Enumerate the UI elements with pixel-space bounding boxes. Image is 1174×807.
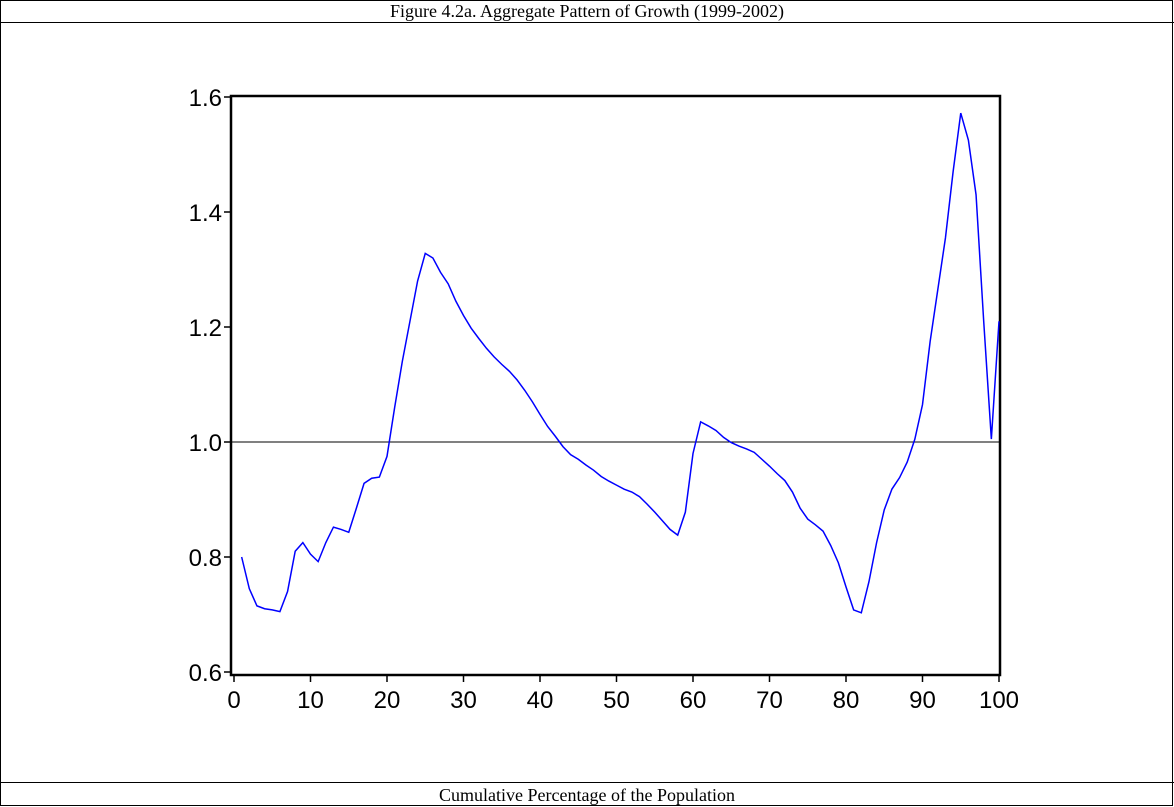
y-tick-label: 1.0	[189, 430, 222, 457]
data-line	[240, 112, 1000, 614]
x-tick-label: 0	[227, 687, 240, 714]
x-tick-label: 60	[680, 687, 707, 714]
y-tick-label: 1.2	[189, 315, 222, 342]
x-axis-label: Cumulative Percentage of the Population	[439, 785, 735, 805]
x-tick-label: 40	[527, 687, 554, 714]
x-tick-label: 50	[603, 687, 630, 714]
x-tick-label: 20	[374, 687, 401, 714]
y-tick-label: 1.4	[189, 200, 222, 227]
x-tick-label: 10	[297, 687, 324, 714]
y-tick-label: 0.6	[189, 660, 222, 687]
chart-title: Figure 4.2a. Aggregate Pattern of Growth…	[390, 1, 784, 22]
x-tick-label: 80	[833, 687, 860, 714]
x-tick-label: 90	[909, 687, 936, 714]
x-tick-label: 70	[756, 687, 783, 714]
x-tick-label: 30	[450, 687, 477, 714]
x-tick-label: 100	[979, 687, 1019, 714]
plot-frame	[229, 94, 1002, 677]
y-tick-label: 1.6	[189, 85, 222, 112]
y-tick-label: 0.8	[189, 545, 222, 572]
